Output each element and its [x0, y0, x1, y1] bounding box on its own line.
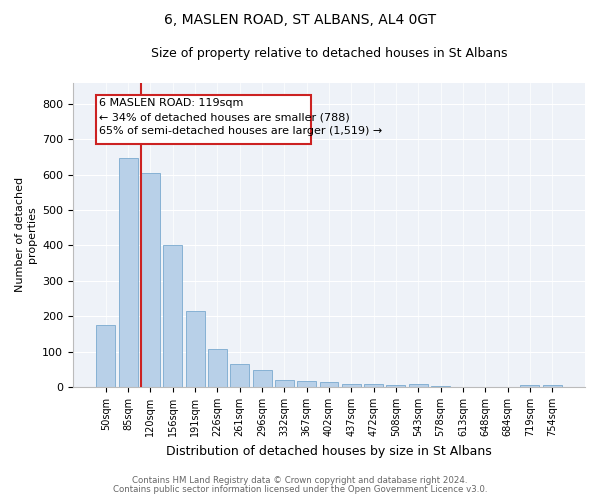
Title: Size of property relative to detached houses in St Albans: Size of property relative to detached ho…	[151, 48, 507, 60]
Bar	[253, 370, 272, 387]
Bar	[409, 384, 428, 387]
Bar	[520, 385, 539, 387]
Bar	[431, 386, 450, 387]
X-axis label: Distribution of detached houses by size in St Albans: Distribution of detached houses by size …	[166, 444, 492, 458]
Bar	[185, 311, 205, 387]
Y-axis label: Number of detached
properties: Number of detached properties	[15, 177, 37, 292]
Text: Contains public sector information licensed under the Open Government Licence v3: Contains public sector information licen…	[113, 485, 487, 494]
Bar	[230, 364, 249, 387]
Bar	[163, 246, 182, 387]
Bar	[297, 380, 316, 387]
Bar	[141, 173, 160, 387]
Bar	[96, 95, 311, 144]
Text: 6, MASLEN ROAD, ST ALBANS, AL4 0GT: 6, MASLEN ROAD, ST ALBANS, AL4 0GT	[164, 12, 436, 26]
Bar	[275, 380, 294, 387]
Text: 6 MASLEN ROAD: 119sqm
← 34% of detached houses are smaller (788)
65% of semi-det: 6 MASLEN ROAD: 119sqm ← 34% of detached …	[99, 98, 382, 136]
Bar	[543, 386, 562, 387]
Bar	[208, 349, 227, 387]
Text: Contains HM Land Registry data © Crown copyright and database right 2024.: Contains HM Land Registry data © Crown c…	[132, 476, 468, 485]
Bar	[364, 384, 383, 387]
Bar	[119, 158, 137, 387]
Bar	[342, 384, 361, 387]
Bar	[96, 325, 115, 387]
Bar	[386, 386, 406, 387]
Bar	[320, 382, 338, 387]
